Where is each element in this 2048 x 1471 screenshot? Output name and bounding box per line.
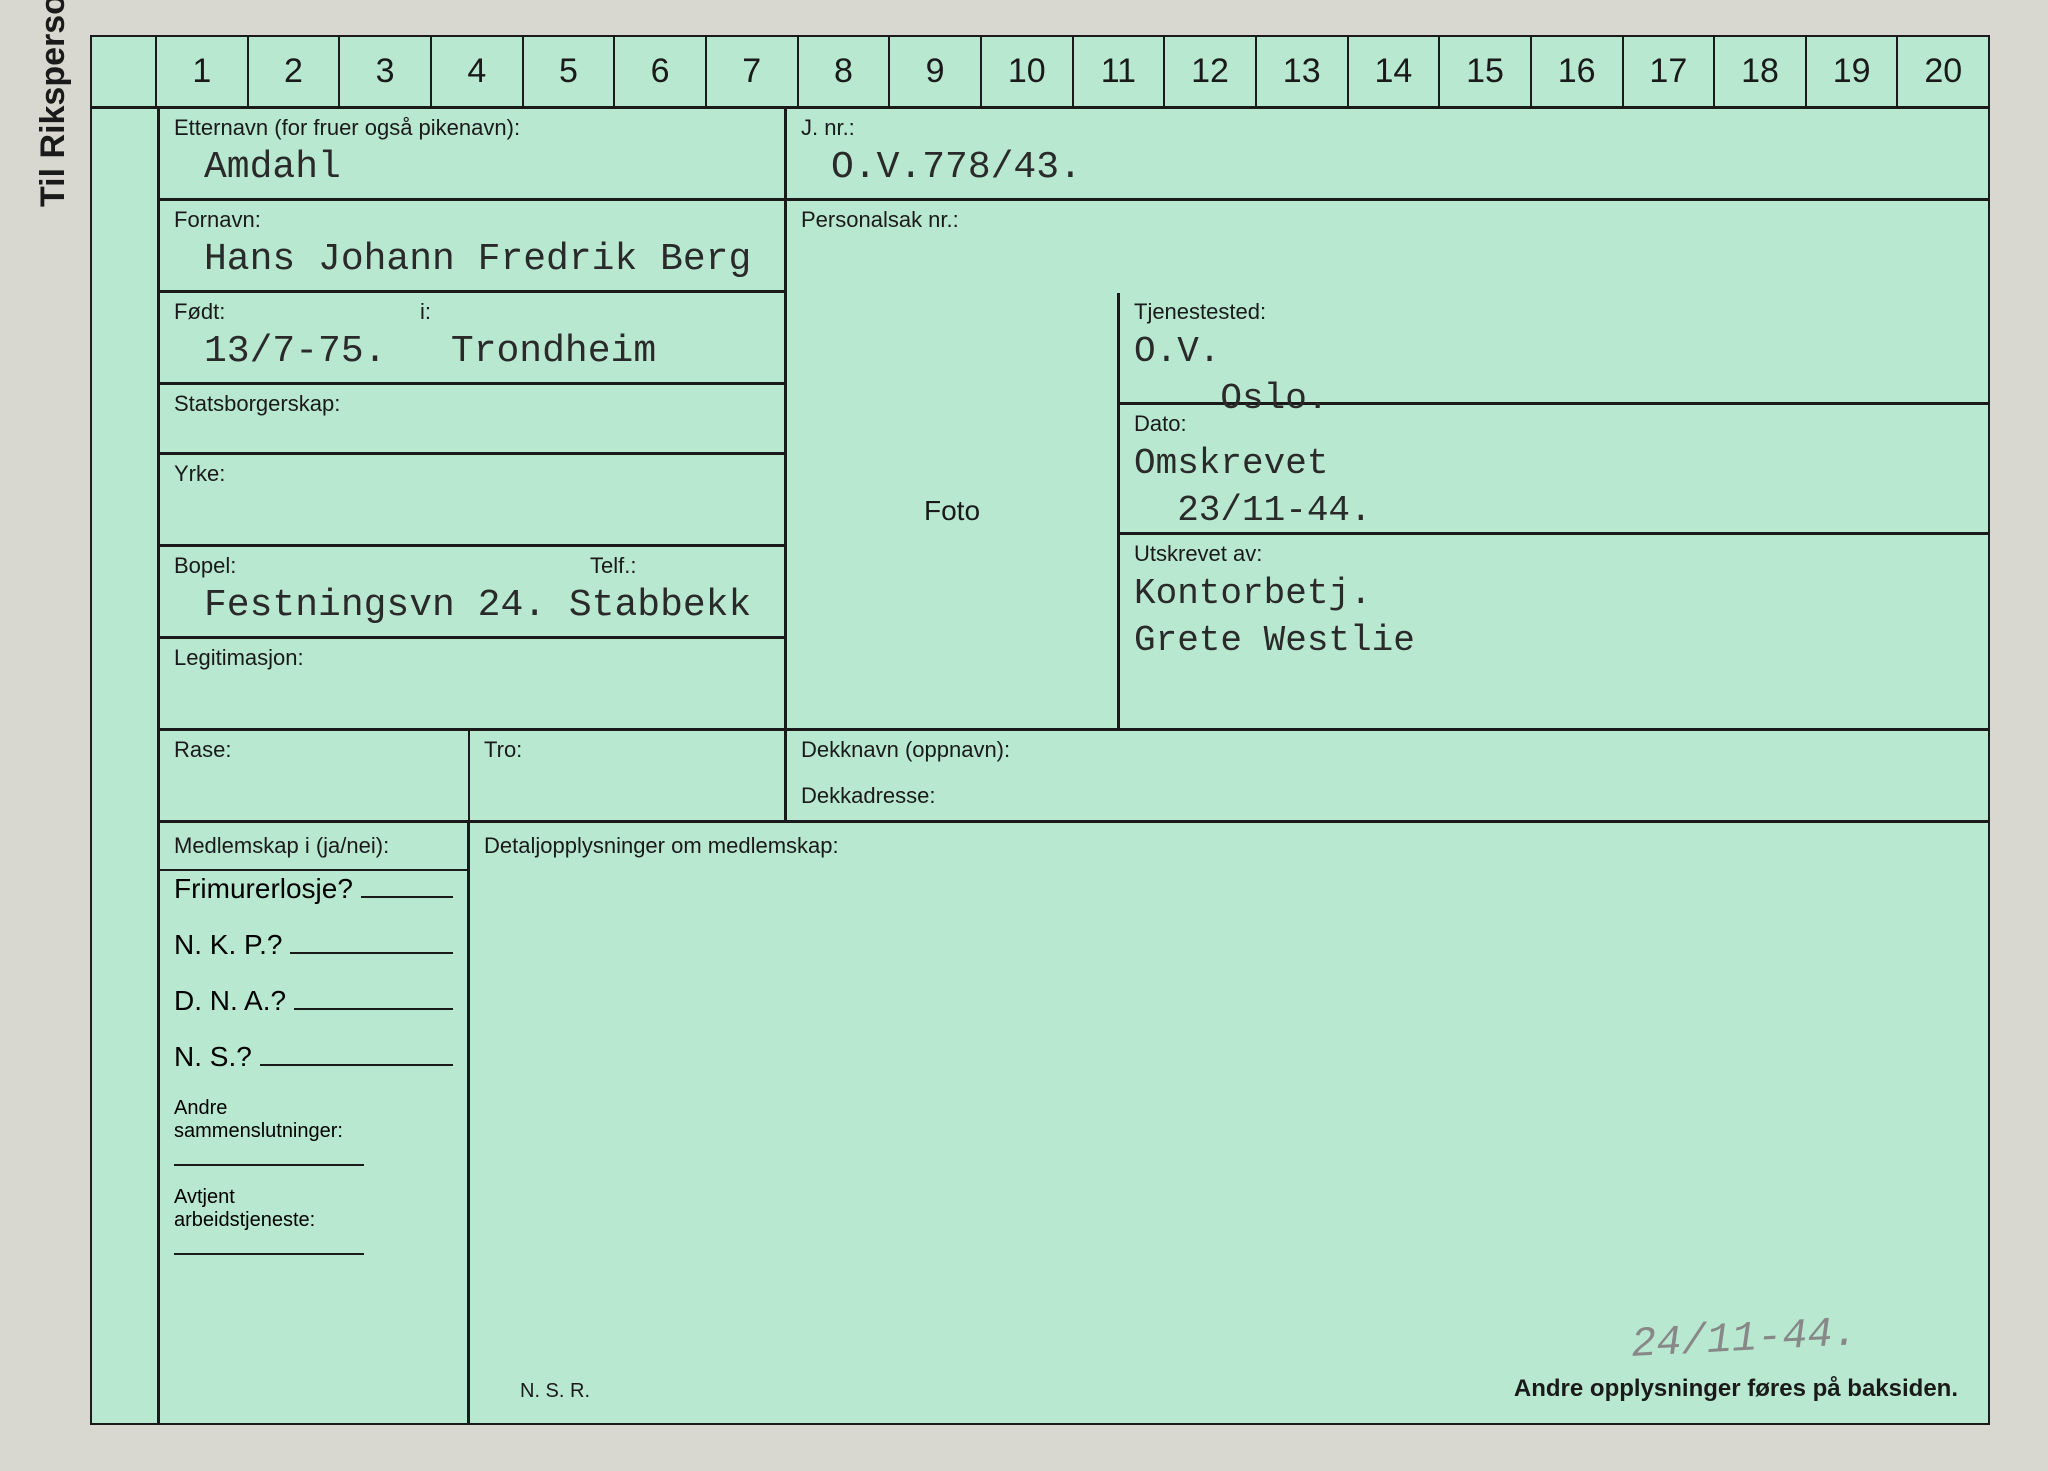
fornavn-value: Hans Johann Fredrik Berg [174,237,770,283]
ruler-cell: 12 [1165,37,1257,106]
jnr-cell: J. nr.: O.V.778/43. [787,109,1988,201]
nkp-label: N. K. P.? [174,929,282,961]
bopel-value: Festningsvn 24. Stabbekk [174,583,770,629]
ruler-cell: 19 [1807,37,1899,106]
bopel-cell: Bopel: Telf.: Festningsvn 24. Stabbekk [160,547,787,639]
rase-cell: Rase: [160,731,470,823]
ruler-cell: 13 [1257,37,1349,106]
ruler-cell: 2 [249,37,341,106]
jnr-label: J. nr.: [801,115,1974,141]
statsborgerskap-label: Statsborgerskap: [174,391,770,417]
tjenestested-label: Tjenestested: [1134,299,1974,325]
dato-label: Dato: [1134,411,1974,437]
blank-line [290,952,453,954]
bopel-label: Bopel: [174,553,770,579]
ruler-cell: 17 [1624,37,1716,106]
dekkadresse-cell: Dekkadresse: [787,777,1988,823]
fodt-label: Født: [174,299,770,325]
personalsak-cell: Personalsak nr.: [787,201,1120,293]
utskrevet-value: Kontorbetj. Grete Westlie [1134,571,1974,665]
blank-line [174,1253,364,1255]
divider-line [160,869,470,871]
frimurer-row: Frimurerlosje? [174,873,453,905]
yrke-label: Yrke: [174,461,770,487]
ruler-cell: 18 [1715,37,1807,106]
dekknavn-cell: Dekknavn (oppnavn): [787,731,1988,777]
footer-note: Andre opplysninger føres på baksiden. [1514,1375,1958,1403]
number-ruler: 1 2 3 4 5 6 7 8 9 10 11 12 13 14 15 16 1… [92,37,1988,109]
telf-label: Telf.: [590,553,636,579]
avtjent-label: Avtjent arbeidstjeneste: [174,1186,315,1231]
legitimasjon-label: Legitimasjon: [174,645,770,671]
dekknavn-label: Dekknavn (oppnavn): [801,737,1974,763]
ruler-cell: 8 [799,37,891,106]
etternavn-label: Etternavn (for fruer også pikenavn): [174,115,770,141]
ns-row: N. S.? [174,1041,453,1073]
tjenestested-cell: Tjenestested: O.V. Oslo. [1120,293,1988,405]
ruler-cell: 10 [982,37,1074,106]
tro-label: Tro: [484,737,770,763]
jnr-value: O.V.778/43. [801,145,1974,191]
registry-card: Til Rikspersonalregisteret for anmeldte.… [90,35,1990,1425]
fodested-value: Trondheim [391,329,656,375]
blank-line [294,1008,453,1010]
blank-line [174,1164,364,1166]
etternavn-cell: Etternavn (for fruer også pikenavn): Amd… [160,109,787,201]
fornavn-cell: Fornavn: Hans Johann Fredrik Berg [160,201,787,293]
statsborgerskap-cell: Statsborgerskap: [160,385,787,455]
ns-label: N. S.? [174,1041,252,1073]
dekkadresse-label: Dekkadresse: [801,783,1974,809]
utskrevet-cell: Utskrevet av: Kontorbetj. Grete Westlie [1120,535,1988,731]
fodt-value: 13/7-75. [174,329,386,375]
i-label: i: [420,299,431,325]
ruler-cell: 1 [157,37,249,106]
ruler-cell: 15 [1440,37,1532,106]
utskrevet-label: Utskrevet av: [1134,541,1974,567]
foto-cell: Foto [787,293,1120,731]
ruler-cell: 5 [524,37,616,106]
nsr-label: N. S. R. [520,1380,590,1403]
frimurer-label: Frimurerlosje? [174,873,353,905]
dna-label: D. N. A.? [174,985,286,1017]
ruler-cell: 16 [1532,37,1624,106]
side-title: Til Rikspersonalregisteret for anmeldte. [34,0,73,337]
personalsak-label: Personalsak nr.: [801,207,1106,233]
avtjent-row: Avtjent arbeidstjeneste: [174,1186,453,1255]
rase-label: Rase: [174,737,454,763]
ruler-spacer [92,37,157,106]
ruler-cell: 4 [432,37,524,106]
ruler-cell: 11 [1074,37,1166,106]
fornavn-label: Fornavn: [174,207,770,233]
ruler-cell: 9 [890,37,982,106]
blank-line [361,896,453,898]
detalj-label: Detaljopplysninger om medlemskap: [484,833,1974,859]
dato-value: Omskrevet 23/11-44. [1134,441,1974,535]
fodt-cell: Født: i: 13/7-75. Trondheim [160,293,787,385]
form-body: Etternavn (for fruer også pikenavn): Amd… [157,109,1988,1423]
etternavn-value: Amdahl [174,145,770,191]
andre-samm-label: Andre sammenslutninger: [174,1097,343,1142]
blank-line [260,1064,453,1066]
nkp-row: N. K. P.? [174,929,453,961]
yrke-cell: Yrke: [160,455,787,547]
legitimasjon-cell: Legitimasjon: [160,639,787,731]
ruler-cell: 7 [707,37,799,106]
andre-samm-row: Andre sammenslutninger: [174,1097,453,1166]
ruler-cell: 14 [1349,37,1441,106]
dato-cell: Dato: Omskrevet 23/11-44. [1120,405,1988,535]
medlemskap-label: Medlemskap i (ja/nei): [174,833,453,859]
medlemskap-section: Medlemskap i (ja/nei): Frimurerlosje? N.… [160,823,470,1423]
ruler-cell: 6 [615,37,707,106]
ruler-cell: 20 [1898,37,1988,106]
foto-label: Foto [787,293,1117,728]
dna-row: D. N. A.? [174,985,453,1017]
tro-cell: Tro: [470,731,787,823]
ruler-cell: 3 [340,37,432,106]
